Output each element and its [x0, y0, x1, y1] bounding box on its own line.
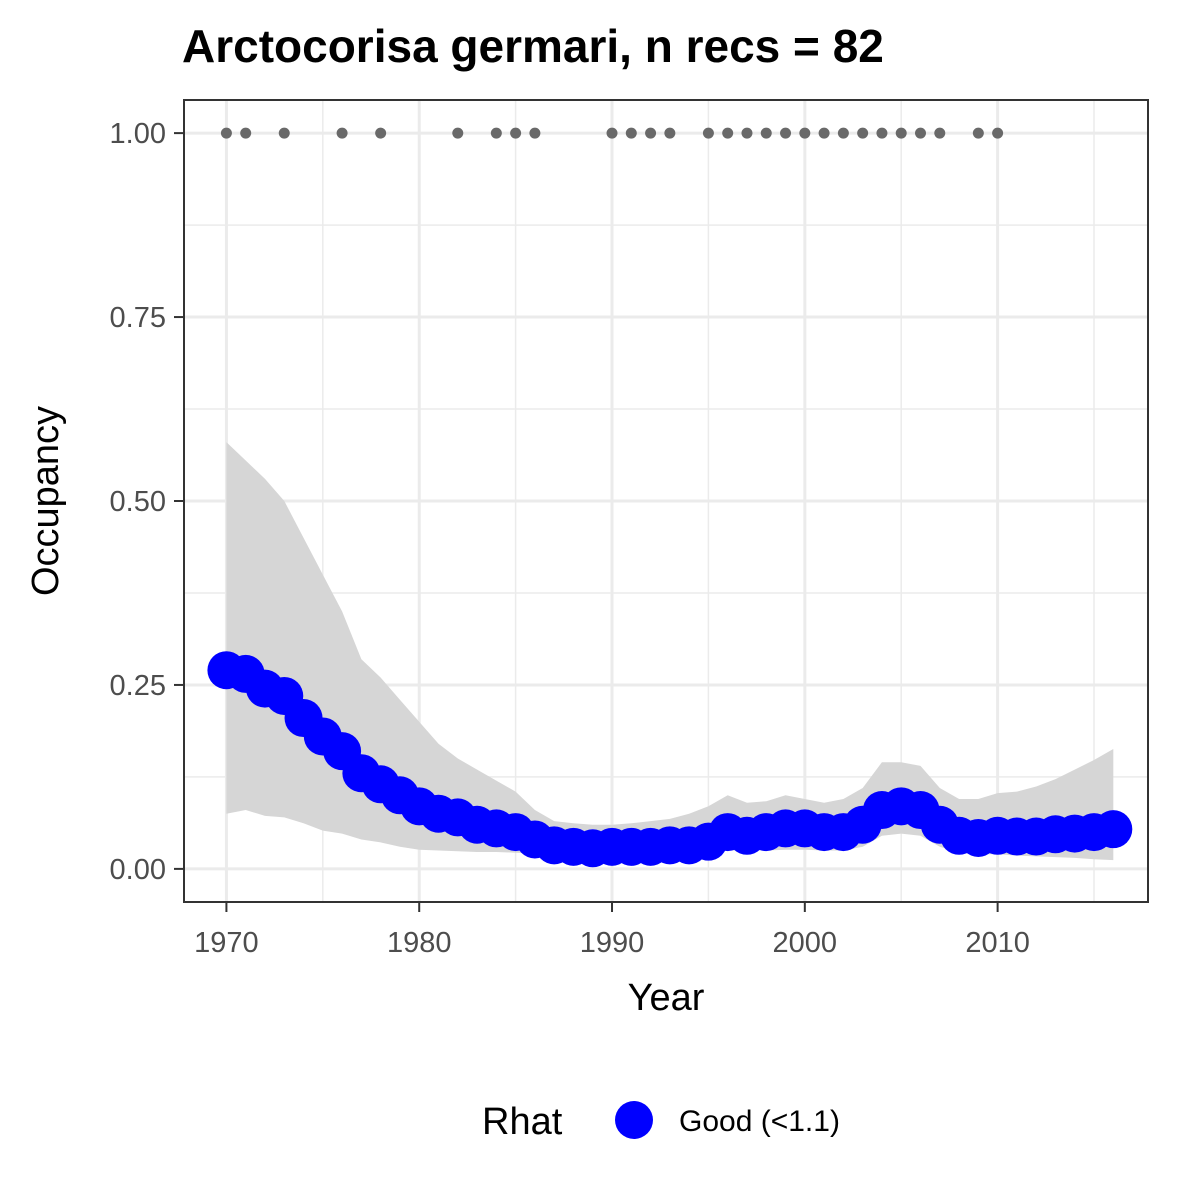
legend-key-good: [615, 1101, 653, 1139]
record-point: [645, 127, 657, 139]
legend-label-good: Good (<1.1): [679, 1105, 840, 1138]
x-tick-label: 1990: [580, 927, 645, 959]
occupancy-mean-points: [207, 651, 1133, 868]
record-point: [606, 127, 618, 139]
record-point: [992, 127, 1004, 139]
record-point: [914, 127, 926, 139]
x-tick-label: 2010: [965, 927, 1030, 959]
record-point: [625, 127, 637, 139]
record-point: [760, 127, 772, 139]
record-point: [220, 127, 232, 139]
record-point: [702, 127, 714, 139]
record-point: [837, 127, 849, 139]
chart-title: Arctocorisa germari, n recs = 82: [182, 20, 884, 72]
x-tick-label: 1970: [194, 927, 259, 959]
record-point: [876, 127, 888, 139]
record-point: [452, 127, 464, 139]
x-tick-label: 2000: [773, 927, 838, 959]
record-point: [375, 127, 387, 139]
y-tick-label: 0.25: [110, 670, 166, 702]
y-tick-label: 1.00: [110, 118, 166, 150]
record-point: [278, 127, 290, 139]
y-tick-label: 0.00: [110, 854, 166, 886]
occupancy-point: [1094, 810, 1133, 849]
legend: Rhat Good (<1.1): [482, 1101, 840, 1143]
x-axis-title: Year: [628, 977, 705, 1019]
y-axis: 0.00 0.25 0.50 0.75 1.00: [110, 118, 184, 886]
plot-panel: [183, 99, 1149, 903]
record-point: [529, 127, 541, 139]
record-point: [741, 127, 753, 139]
confidence-ribbon: [226, 442, 1114, 861]
x-tick-label: 1980: [387, 927, 452, 959]
record-point: [490, 127, 502, 139]
y-tick-label: 0.75: [110, 302, 166, 334]
record-point: [240, 127, 252, 139]
y-axis-title: Occupancy: [25, 406, 67, 596]
legend-title: Rhat: [482, 1101, 563, 1143]
record-point: [780, 127, 792, 139]
record-point: [857, 127, 869, 139]
record-point: [510, 127, 522, 139]
record-point: [895, 127, 907, 139]
y-tick-label: 0.50: [110, 486, 166, 518]
record-points: [220, 127, 1004, 139]
record-point: [722, 127, 734, 139]
x-axis: 1970 1980 1990 2000 2010: [194, 902, 1030, 959]
record-point: [664, 127, 676, 139]
record-point: [799, 127, 811, 139]
record-point: [934, 127, 946, 139]
record-point: [972, 127, 984, 139]
record-point: [818, 127, 830, 139]
record-point: [336, 127, 348, 139]
